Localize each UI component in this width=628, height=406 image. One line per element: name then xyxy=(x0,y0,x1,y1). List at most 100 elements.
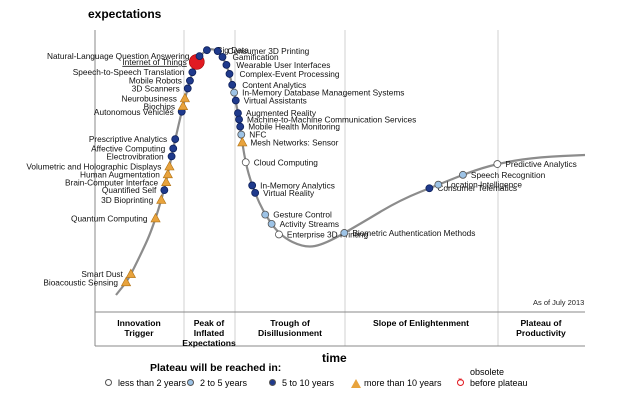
technology-point: Predictive Analytics xyxy=(493,159,577,169)
technology-point: Consumer Telematics xyxy=(425,183,517,193)
marker-circle xyxy=(241,158,250,167)
technology-label: Big Data xyxy=(217,45,249,55)
legend-item: less than 2 years xyxy=(105,378,187,388)
marker-triangle xyxy=(150,212,161,223)
marker-circle xyxy=(459,170,467,179)
technology-label: Biometric Authentication Methods xyxy=(352,228,475,238)
technology-label: Speech-to-Speech Translation xyxy=(73,67,185,77)
marker-triangle xyxy=(162,168,173,179)
legend-item: × obsolete before plateau xyxy=(457,367,528,388)
marker-circle xyxy=(183,84,192,93)
technology-label: Content Analytics xyxy=(242,80,306,90)
technology-label: In-Memory Analytics xyxy=(260,180,335,190)
marker-circle xyxy=(230,88,239,97)
technology-point: Mobile Health Monitoring xyxy=(236,122,340,132)
technology-point: Quantified Self xyxy=(102,185,169,195)
technology-label: Volumetric and Holographic Displays xyxy=(26,162,161,172)
technology-point: 3D Scanners xyxy=(132,83,192,93)
marker-triangle xyxy=(179,92,190,103)
legend-obsolete-icon: × xyxy=(457,377,464,386)
marker-circle xyxy=(340,229,349,237)
phase-label: Trigger xyxy=(124,328,154,338)
technology-point: Biochips xyxy=(144,100,189,111)
legend-title: Plateau will be reached in: xyxy=(150,362,282,374)
technology-label: Consumer 3D Printing xyxy=(228,46,310,56)
legend-circle-icon xyxy=(105,379,112,386)
technology-point: Virtual Assistants xyxy=(231,95,307,105)
marker-circle xyxy=(218,53,227,61)
marker-circle xyxy=(188,68,197,77)
technology-label: Human Augmentation xyxy=(80,169,160,179)
technology-label: Autonomous Vehicles xyxy=(94,107,174,117)
technology-label: 3D Bioprinting xyxy=(101,195,154,205)
technology-point: Virtual Reality xyxy=(251,188,315,198)
technology-label: Predictive Analytics xyxy=(505,159,576,169)
marker-circle xyxy=(493,160,502,168)
marker-circle xyxy=(235,115,243,124)
legend-item: more than 10 years xyxy=(351,378,442,388)
technology-label: NFC xyxy=(249,130,266,140)
technology-label: Activity Streams xyxy=(280,219,339,229)
marker-triangle xyxy=(177,100,189,110)
technology-label: Natural-Language Question Answering xyxy=(47,51,190,61)
technology-label: Mobile Robots xyxy=(129,76,182,86)
technology-label: Electrovibration xyxy=(106,151,164,161)
phase-label: Productivity xyxy=(516,328,566,338)
phase-label: Disillusionment xyxy=(258,328,322,338)
marker-circle xyxy=(434,180,443,189)
technology-point: Prescriptive Analytics xyxy=(89,134,180,144)
marker-circle xyxy=(169,144,178,153)
marker-circle xyxy=(171,135,180,143)
phase-label: Innovation xyxy=(117,318,160,328)
marker-circle xyxy=(261,210,270,219)
technology-label: Location Intelligence xyxy=(446,180,522,190)
technology-point: Big Data xyxy=(203,45,249,55)
technology-point: Mesh Networks: Sensor xyxy=(237,136,339,148)
marker-triangle xyxy=(161,176,172,187)
marker-circle xyxy=(222,60,231,69)
technology-label: Bioacoustic Sensing xyxy=(43,277,118,287)
legend-circle-icon xyxy=(187,379,194,386)
technology-label: In-Memory Database Management Systems xyxy=(242,88,404,98)
y-axis-title: expectations xyxy=(88,7,162,21)
technology-point: In-Memory Database Management Systems xyxy=(230,88,404,98)
legend-label: before plateau xyxy=(470,378,528,388)
technology-label: Consumer Telematics xyxy=(437,183,517,193)
technology-label: Smart Dust xyxy=(81,269,123,279)
marker-circle xyxy=(251,188,260,197)
marker-circle xyxy=(167,152,176,161)
technology-label: Brain-Computer Interface xyxy=(65,177,159,187)
legend-label: 5 to 10 years xyxy=(282,378,335,388)
technology-point: Speech-to-Speech Translation xyxy=(73,67,197,77)
technology-label: Speech Recognition xyxy=(471,170,546,180)
technology-point: Activity Streams xyxy=(267,219,339,229)
technology-label: Quantum Computing xyxy=(71,214,148,224)
technology-label: Affective Computing xyxy=(91,144,165,154)
marker-circle xyxy=(225,70,234,78)
technology-label: Prescriptive Analytics xyxy=(89,134,167,144)
marker-circle xyxy=(267,219,276,228)
technology-point: Location Intelligence xyxy=(434,180,522,190)
marker-circle xyxy=(186,76,194,85)
marker-circle xyxy=(195,52,204,60)
technology-point: Content Analytics xyxy=(228,80,306,90)
technology-point: Cloud Computing xyxy=(241,157,318,167)
marker-circle xyxy=(275,230,283,239)
legend-circle-icon xyxy=(269,379,276,386)
technology-label: Gesture Control xyxy=(273,210,332,220)
legend-label: less than 2 years xyxy=(118,378,187,388)
technology-point: Smart Dust xyxy=(81,268,137,279)
technology-point: Volumetric and Holographic Displays xyxy=(26,160,175,172)
marker-circle xyxy=(203,46,211,55)
marker-circle xyxy=(237,130,246,139)
marker-circle xyxy=(236,122,245,131)
axes xyxy=(94,30,585,347)
technology-point: In-Memory Analytics xyxy=(248,180,335,190)
technology-label: Neurobusiness xyxy=(122,93,177,103)
technology-point: Gesture Control xyxy=(261,210,332,220)
technology-point: Gamification xyxy=(218,52,279,62)
technology-point: Brain-Computer Interface xyxy=(65,176,172,187)
